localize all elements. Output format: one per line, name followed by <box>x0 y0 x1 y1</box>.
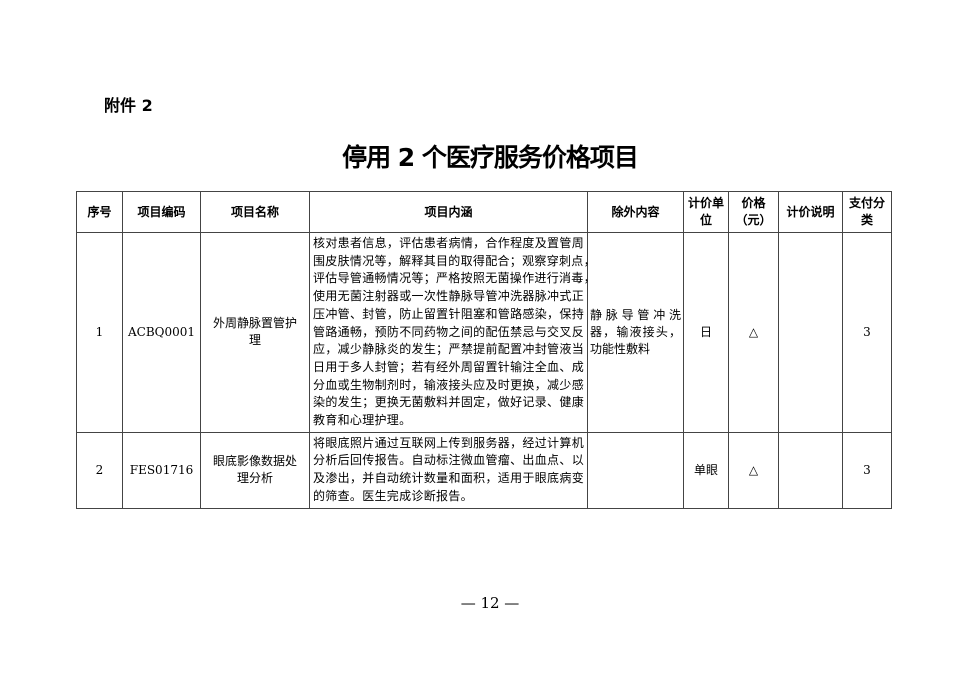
content-line: 评估导管通畅情况等；严格按照无菌操作进行消毒， <box>313 271 596 286</box>
cell-unit: 单眼 <box>683 431 729 509</box>
cell-excluded: 静脉导管冲洗 器，输液接头， 功能性敷料 <box>587 232 684 433</box>
content-line: 分析后回传报告。自动标注微血管瘤、出血点、以 <box>313 453 584 468</box>
content-line: 日用于多人封管；若有经外周留置针输注全血、成 <box>313 359 584 374</box>
header-content: 项目内涵 <box>309 191 588 233</box>
cell-note <box>778 431 843 509</box>
table-header-row: 序号 项目编码 项目名称 项目内涵 除外内容 计价单位 价格（元） 计价说明 支… <box>76 191 892 233</box>
cell-content: 将眼底照片通过互联网上传到服务器，经过计算机 分析后回传报告。自动标注微血管瘤、出… <box>309 431 588 509</box>
excluded-line: 功能性敷料 <box>590 341 651 356</box>
cell-code: FES01716 <box>122 431 201 509</box>
table-row: 1 ACBQ0001 外周静脉置管护理 核对患者信息，评估患者病情，合作程度及置管周围… <box>76 232 892 433</box>
cell-pay: 3 <box>842 431 892 509</box>
cell-code: ACBQ0001 <box>122 232 201 433</box>
header-unit: 计价单位 <box>683 191 729 233</box>
header-note: 计价说明 <box>778 191 843 233</box>
content-line: 分血或生物制剂时，输液接头应及时更换，减少感 <box>313 377 584 392</box>
header-price: 价格（元） <box>728 191 779 233</box>
content-line: 应，减少静脉炎的发生；严禁提前配置冲封管液当 <box>313 342 584 357</box>
cell-excluded <box>587 431 684 509</box>
content-line: 围皮肤情况等，解释其目的取得配合；观察穿刺点， <box>313 253 596 268</box>
content-line: 教育和心理护理。 <box>313 413 412 428</box>
excluded-line: 器，输液接头， <box>590 324 681 339</box>
content-line: 染的发生；更换无菌敷料并固定，做好记录、健康 <box>313 395 584 410</box>
cell-name: 外周静脉置管护理 <box>200 232 310 433</box>
attachment-label: 附件 2 <box>104 96 153 115</box>
cell-no: 2 <box>76 431 123 509</box>
content-line: 及渗出，并自动统计数量和面积，适用于眼底病变 <box>313 471 584 486</box>
content-line: 的筛查。医生完成诊断报告。 <box>313 488 473 503</box>
cell-no: 1 <box>76 232 123 433</box>
page-number: — 12 — <box>460 594 520 612</box>
header-excluded: 除外内容 <box>587 191 684 233</box>
price-items-table: 序号 项目编码 项目名称 项目内涵 除外内容 计价单位 价格（元） 计价说明 支… <box>76 191 892 509</box>
content-line: 将眼底照片通过互联网上传到服务器，经过计算机 <box>313 435 584 450</box>
header-code: 项目编码 <box>122 191 201 233</box>
cell-name: 眼底影像数据处理分析 <box>200 431 310 509</box>
cell-content: 核对患者信息，评估患者病情，合作程度及置管周 围皮肤情况等，解释其目的取得配合；观… <box>309 232 596 433</box>
content-line: 使用无菌注射器或一次性静脉导管冲洗器脉冲式正 <box>313 289 584 304</box>
cell-note <box>778 232 843 433</box>
cell-pay: 3 <box>842 232 892 433</box>
table-row: 2 FES01716 眼底影像数据处理分析 将眼底照片通过互联网上传到服务器，经过计算… <box>76 431 892 509</box>
header-name: 项目名称 <box>200 191 310 233</box>
cell-price: △ <box>728 232 779 433</box>
document-title: 停用 2 个医疗服务价格项目 <box>342 143 639 172</box>
header-pay: 支付分类 <box>842 191 892 233</box>
header-no: 序号 <box>76 191 123 233</box>
content-line: 管路通畅，预防不同药物之间的配伍禁忌与交叉反 <box>313 324 584 339</box>
cell-unit: 日 <box>683 232 729 433</box>
content-line: 核对患者信息，评估患者病情，合作程度及置管周 <box>313 236 584 250</box>
cell-price: △ <box>728 431 779 509</box>
excluded-line: 静脉导管冲洗 <box>590 307 681 322</box>
content-line: 压冲管、封管，防止留置针阻塞和管路感染，保持 <box>313 306 584 321</box>
